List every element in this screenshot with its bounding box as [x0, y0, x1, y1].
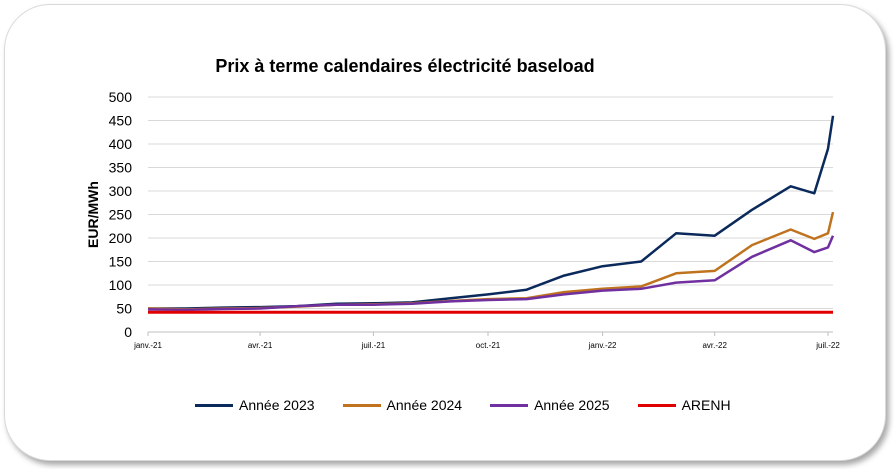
x-tick-label: juil.-21 — [361, 341, 386, 350]
y-tick-label: 50 — [116, 301, 132, 317]
legend-item: ARENH — [637, 397, 731, 413]
y-tick-label: 400 — [109, 136, 133, 152]
x-tick-label: juil.-22 — [815, 341, 840, 350]
x-tick-label: avr.-21 — [248, 341, 273, 350]
y-tick-label: 0 — [124, 324, 132, 340]
legend-item: Année 2025 — [490, 397, 610, 413]
y-tick-label: 150 — [109, 254, 133, 270]
y-tick-label: 300 — [109, 183, 133, 199]
legend-label: Année 2024 — [386, 397, 463, 413]
y-tick-label: 250 — [109, 207, 133, 223]
y-tick-label: 100 — [109, 277, 133, 293]
legend-item: Année 2024 — [342, 397, 463, 413]
legend-label: Année 2023 — [239, 397, 315, 413]
legend-swatch — [490, 403, 529, 407]
y-tick-label: 200 — [109, 230, 133, 246]
legend-swatch — [637, 403, 676, 407]
legend-swatch — [342, 403, 381, 407]
legend-label: ARENH — [681, 397, 731, 413]
y-axis-label: EUR/MWh — [85, 181, 101, 248]
y-tick-label: 350 — [109, 160, 133, 176]
series-line — [148, 115, 835, 310]
legend-label: Année 2025 — [534, 397, 610, 413]
legend-item: Année 2023 — [195, 397, 315, 413]
x-tick-label: oct.-21 — [476, 341, 501, 350]
series-line — [147, 235, 835, 312]
y-tick-label: 500 — [109, 89, 133, 105]
legend-swatch — [195, 403, 233, 407]
x-tick-label: janv.-22 — [588, 341, 617, 350]
chart-legend: Année 2023 Année 2024 Année 2025 ARENH — [195, 395, 775, 415]
x-tick-label: avr.-22 — [702, 341, 727, 350]
chart-card — [4, 4, 886, 461]
y-tick-label: 450 — [109, 113, 133, 129]
x-tick-label: janv.-21 — [133, 341, 162, 350]
chart-title: Prix à terme calendaires électricité bas… — [215, 56, 595, 76]
